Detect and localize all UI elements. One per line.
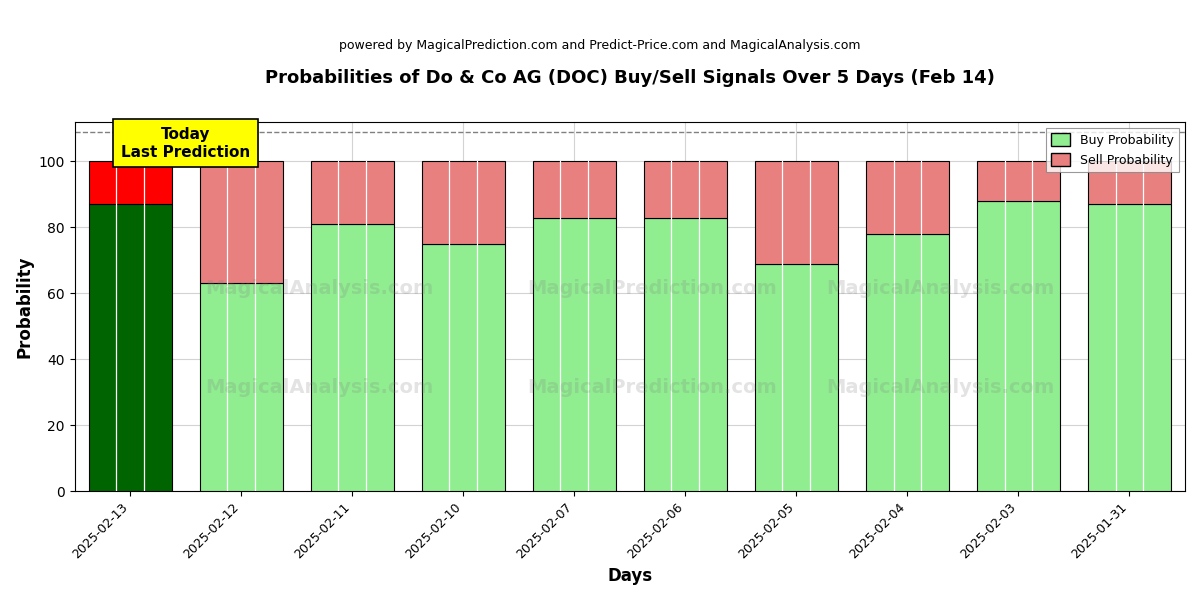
Title: Probabilities of Do & Co AG (DOC) Buy/Sell Signals Over 5 Days (Feb 14): Probabilities of Do & Co AG (DOC) Buy/Se…	[265, 69, 995, 87]
Text: MagicalPrediction.com: MagicalPrediction.com	[527, 378, 776, 397]
Bar	[533, 218, 616, 491]
Bar	[1088, 205, 1171, 491]
X-axis label: Days: Days	[607, 567, 653, 585]
Bar	[199, 283, 283, 491]
Bar	[643, 161, 727, 218]
Text: MagicalAnalysis.com: MagicalAnalysis.com	[827, 378, 1055, 397]
Bar	[865, 234, 949, 491]
Bar	[533, 161, 616, 218]
Bar	[755, 263, 838, 491]
Bar	[977, 201, 1060, 491]
Text: MagicalPrediction.com: MagicalPrediction.com	[527, 278, 776, 298]
Bar	[421, 161, 505, 244]
Text: powered by MagicalPrediction.com and Predict-Price.com and MagicalAnalysis.com: powered by MagicalPrediction.com and Pre…	[340, 38, 860, 52]
Text: MagicalAnalysis.com: MagicalAnalysis.com	[205, 378, 433, 397]
Text: MagicalAnalysis.com: MagicalAnalysis.com	[827, 278, 1055, 298]
Text: Today
Last Prediction: Today Last Prediction	[121, 127, 251, 160]
Bar	[199, 161, 283, 283]
Bar	[865, 161, 949, 234]
Legend: Buy Probability, Sell Probability: Buy Probability, Sell Probability	[1046, 128, 1178, 172]
Bar	[89, 161, 172, 205]
Bar	[977, 161, 1060, 201]
Bar	[311, 161, 394, 224]
Bar	[421, 244, 505, 491]
Text: MagicalAnalysis.com: MagicalAnalysis.com	[205, 278, 433, 298]
Bar	[643, 218, 727, 491]
Bar	[311, 224, 394, 491]
Bar	[89, 205, 172, 491]
Y-axis label: Probability: Probability	[16, 255, 34, 358]
Bar	[755, 161, 838, 263]
Bar	[1088, 161, 1171, 205]
